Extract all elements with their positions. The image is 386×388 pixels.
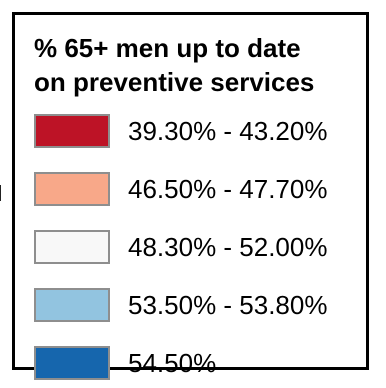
legend-label-3: 48.30% - 52.00% xyxy=(128,231,328,262)
legend-swatch-4 xyxy=(34,288,110,322)
legend-item-2: 46.50% - 47.70% xyxy=(34,169,327,209)
legend-label-4: 53.50% - 53.80% xyxy=(128,289,328,320)
legend-swatch-2 xyxy=(34,172,110,206)
legend-item-4: 53.50% - 53.80% xyxy=(34,285,327,325)
legend-item-1: 39.30% - 43.20% xyxy=(34,111,327,151)
legend-label-5: 54.50% xyxy=(128,347,217,378)
legend-box: % 65+ men up to date on preventive servi… xyxy=(12,12,369,380)
legend-title-line-2: on preventive services xyxy=(34,67,315,97)
legend-item-5: 54.50% xyxy=(34,343,327,383)
legend-title: % 65+ men up to date on preventive servi… xyxy=(34,31,314,99)
legend-swatch-3 xyxy=(34,230,110,264)
legend-item-3: 48.30% - 52.00% xyxy=(34,227,327,267)
legend-title-line-1: % 65+ men up to date xyxy=(34,33,301,63)
legend-label-2: 46.50% - 47.70% xyxy=(128,173,328,204)
legend-swatch-5 xyxy=(34,346,110,380)
legend-swatch-1 xyxy=(34,114,110,148)
legend-items: 39.30% - 43.20% 46.50% - 47.70% 48.30% -… xyxy=(34,111,327,388)
legend-label-1: 39.30% - 43.20% xyxy=(128,115,328,146)
stray-tick-mark xyxy=(0,185,1,201)
